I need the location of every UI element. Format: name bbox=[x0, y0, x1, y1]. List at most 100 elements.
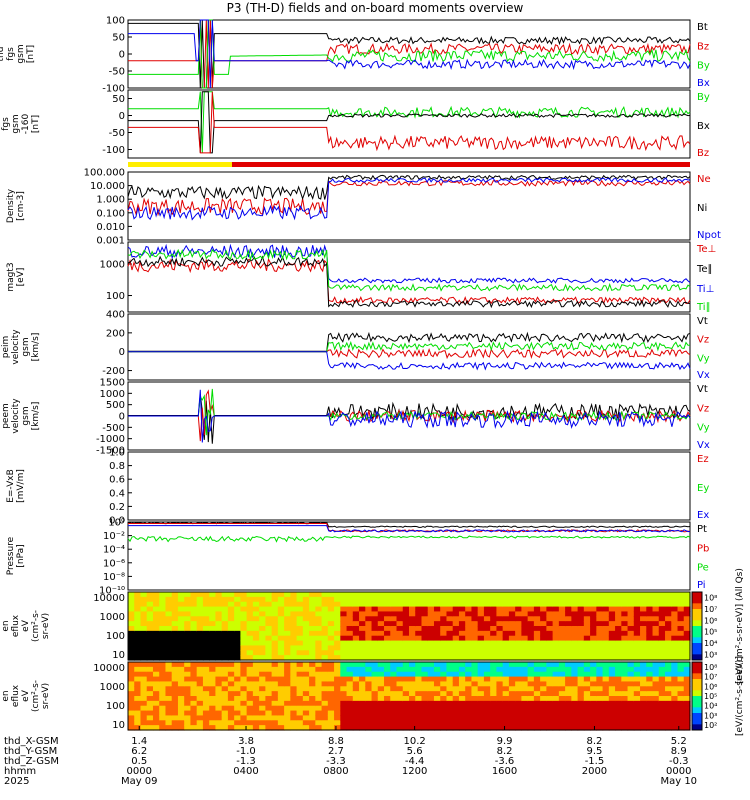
heatmap-cell bbox=[558, 635, 566, 642]
heatmap-cell bbox=[359, 601, 366, 608]
heatmap-cell bbox=[452, 611, 460, 617]
heatmap-cell bbox=[190, 705, 198, 712]
heatmap-cell bbox=[415, 710, 423, 717]
heatmap-cell bbox=[152, 671, 160, 678]
heatmap-cell bbox=[615, 601, 622, 608]
heatmap-cell bbox=[234, 676, 241, 683]
heatmap-cell bbox=[296, 691, 304, 697]
heatmap-cell bbox=[546, 705, 554, 712]
heatmap-cell bbox=[409, 616, 416, 622]
heatmap-cell bbox=[209, 720, 217, 726]
heatmap-cell bbox=[302, 596, 310, 603]
heatmap-cell bbox=[502, 640, 510, 647]
heatmap-cell bbox=[227, 655, 235, 661]
heatmap-cell bbox=[527, 691, 535, 697]
y-axis-label: magt3 bbox=[6, 262, 16, 291]
heatmap-cell bbox=[565, 655, 572, 661]
heatmap-cell bbox=[371, 662, 379, 668]
heatmap-cell bbox=[309, 611, 316, 617]
heatmap-cell bbox=[608, 686, 616, 692]
heatmap-cell bbox=[215, 686, 223, 692]
y-tick-label: 0 bbox=[119, 347, 125, 358]
heatmap-cell bbox=[502, 700, 510, 707]
heatmap-cell bbox=[583, 616, 591, 622]
heatmap-cell bbox=[665, 666, 672, 673]
heatmap-cell bbox=[608, 596, 616, 603]
heatmap-cell bbox=[583, 592, 591, 598]
heatmap-cell bbox=[371, 655, 379, 661]
heatmap-cell bbox=[128, 700, 135, 707]
heatmap-cell bbox=[596, 596, 604, 603]
panel-frame bbox=[127, 591, 691, 661]
heatmap-cell bbox=[521, 645, 529, 651]
heatmap-cell bbox=[221, 645, 229, 651]
heatmap-cell bbox=[177, 621, 185, 627]
heatmap-cell bbox=[277, 662, 285, 668]
heatmap-cell bbox=[471, 592, 479, 598]
heatmap-cell bbox=[540, 676, 547, 683]
heatmap-cell bbox=[658, 601, 666, 608]
heatmap-cell bbox=[196, 666, 204, 673]
heatmap-cell bbox=[546, 715, 554, 721]
heatmap-cell bbox=[196, 671, 204, 678]
heatmap-cell bbox=[683, 630, 691, 637]
heatmap-cell bbox=[677, 655, 685, 661]
heatmap-cell bbox=[671, 640, 679, 647]
heatmap-cell bbox=[140, 705, 148, 712]
heatmap-cell bbox=[340, 645, 348, 651]
heatmap-cell bbox=[202, 725, 210, 731]
heatmap-cell bbox=[577, 720, 585, 726]
heatmap-cell bbox=[321, 715, 329, 721]
y-axis-label: gsm bbox=[16, 44, 26, 63]
heatmap-cell bbox=[221, 662, 229, 668]
heatmap-cell bbox=[290, 596, 298, 603]
heatmap-cell bbox=[590, 635, 597, 642]
heatmap-cell bbox=[371, 691, 379, 697]
heatmap-cell bbox=[596, 662, 604, 668]
heatmap-cell bbox=[234, 606, 241, 613]
heatmap-cell bbox=[309, 596, 316, 603]
heatmap-cell bbox=[627, 676, 635, 683]
heatmap-cell bbox=[165, 671, 173, 678]
heatmap-cell bbox=[196, 720, 204, 726]
heatmap-cell bbox=[608, 691, 616, 697]
heatmap-cell bbox=[465, 686, 473, 692]
heatmap-cell bbox=[177, 662, 185, 668]
heatmap-cell bbox=[302, 630, 310, 637]
heatmap-cell bbox=[334, 705, 341, 712]
heatmap-cell bbox=[234, 621, 241, 627]
heatmap-cell bbox=[265, 650, 273, 656]
heatmap-cell bbox=[134, 666, 142, 673]
heatmap-cell bbox=[546, 606, 554, 613]
heatmap-cell bbox=[621, 592, 629, 598]
heatmap-cell bbox=[608, 611, 616, 617]
heatmap-cell bbox=[402, 691, 410, 697]
heatmap-cell bbox=[146, 666, 154, 673]
heatmap-cell bbox=[502, 725, 510, 731]
heatmap-cell bbox=[271, 681, 279, 687]
heatmap-cell bbox=[652, 635, 660, 642]
heatmap-cell bbox=[184, 705, 192, 712]
heatmap-cell bbox=[365, 621, 373, 627]
heatmap-cell bbox=[496, 705, 504, 712]
heatmap-cell bbox=[646, 650, 654, 656]
heatmap-cell bbox=[290, 671, 298, 678]
heatmap-cell bbox=[515, 626, 522, 632]
mode-bar-slow bbox=[128, 162, 232, 167]
heatmap-cell bbox=[365, 710, 373, 717]
heatmap-cell bbox=[165, 696, 173, 702]
heatmap-cell bbox=[265, 691, 273, 697]
heatmap-cell bbox=[146, 606, 154, 613]
heatmap-cell bbox=[309, 681, 316, 687]
heatmap-cell bbox=[683, 640, 691, 647]
colorbar-cell bbox=[692, 643, 702, 650]
heatmap-cell bbox=[234, 715, 241, 721]
heatmap-cell bbox=[627, 715, 635, 721]
heatmap-cell bbox=[415, 655, 423, 661]
heatmap-cell bbox=[177, 686, 185, 692]
heatmap-cell bbox=[483, 710, 491, 717]
heatmap-cell bbox=[515, 676, 522, 683]
heatmap-cell bbox=[596, 650, 604, 656]
heatmap-cell bbox=[277, 681, 285, 687]
heatmap-cell bbox=[409, 635, 416, 642]
